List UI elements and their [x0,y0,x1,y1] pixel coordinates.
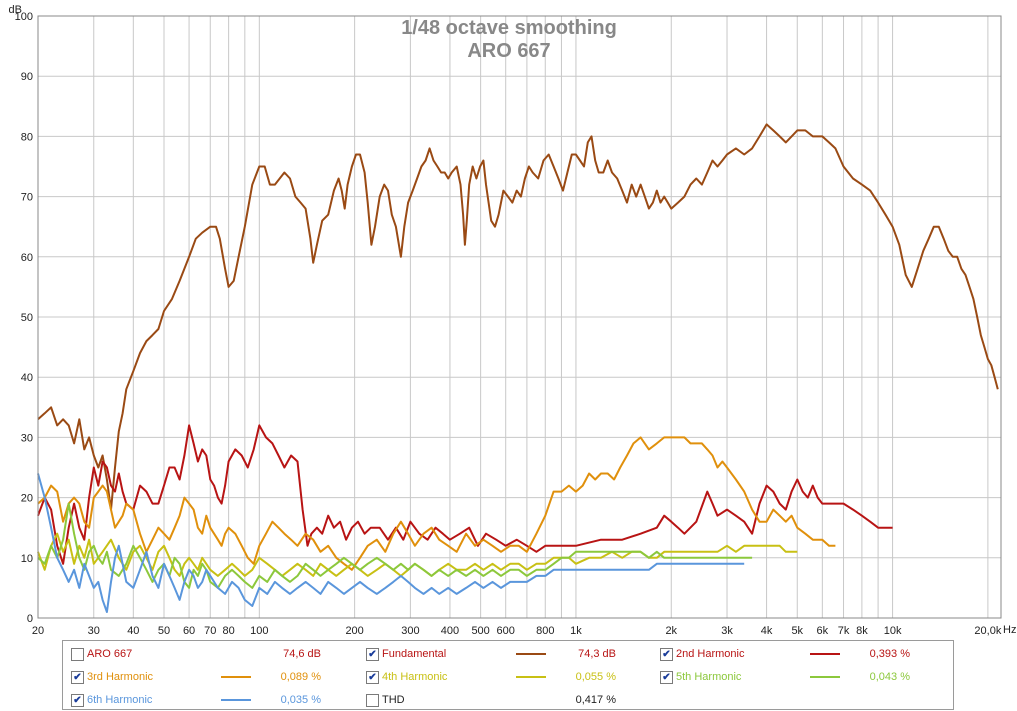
x-tick-label: 70 [204,625,216,637]
series-lines [37,123,999,613]
legend-checkbox[interactable] [71,648,84,661]
series-line-fundamental [37,123,999,511]
legend-label: 5th Harmonic [676,671,742,683]
legend-label: 4th Harmonic [382,671,448,683]
legend-label: ARO 667 [87,648,133,660]
y-tick-label: 40 [21,372,33,384]
legend-item: ARO 667 74,6 dB [71,644,356,664]
y-axis-unit: dB [9,4,22,16]
legend-value: 0,043 % [869,671,910,683]
legend-item: ✔ 5th Harmonic 0,043 % [660,667,945,687]
legend-panel: ARO 667 74,6 dB ✔ Fundamental 74,3 dB ✔ 2nd Ha… [62,640,954,710]
x-tick-label: 30 [88,625,100,637]
x-tick-label: 400 [441,625,459,637]
legend-checkbox[interactable]: ✔ [366,671,379,684]
series-line-2nd-harmonic [37,424,893,565]
x-tick-label: 20,0k [974,625,1001,637]
y-tick-label: 20 [21,493,33,505]
axis-ticks: 0 10 20 30 40 50 60 70 80 90 100 20 30 40 50 60 70 80 100 2… [15,11,1002,637]
x-tick-label: 8k [856,625,868,637]
legend-value: 0,035 % [280,694,321,706]
x-tick-label: 2k [665,625,677,637]
legend-checkbox[interactable] [366,694,379,707]
legend-swatch [516,653,546,655]
x-tick-label: 7k [838,625,850,637]
x-tick-label: 60 [183,625,195,637]
legend-label: Fundamental [382,648,447,660]
legend-label: 3rd Harmonic [87,671,154,683]
legend-label: THD [382,694,405,706]
legend-checkbox[interactable]: ✔ [71,694,84,707]
x-tick-label: 300 [401,625,419,637]
x-axis-unit: Hz [1003,624,1016,636]
legend-value: 0,393 % [869,648,910,660]
legend-label: 6th Harmonic [87,694,153,706]
x-tick-label: 800 [536,625,554,637]
legend-item: THD 0,417 % [366,690,651,710]
legend-value: 0,055 % [575,671,616,683]
legend-value: 0,089 % [280,671,321,683]
series-line-3rd-harmonic [37,436,836,571]
legend-checkbox[interactable]: ✔ [366,648,379,661]
y-tick-label: 70 [21,192,33,204]
y-tick-label: 100 [15,11,33,23]
chart-subtitle: ARO 667 [467,40,550,62]
legend-value: 74,6 dB [283,648,321,660]
x-tick-label: 10k [884,625,902,637]
legend-value: 74,3 dB [578,648,616,660]
series-line-5th-harmonic [37,502,753,589]
legend-item: ✔ 3rd Harmonic 0,089 % [71,667,356,687]
y-tick-label: 60 [21,252,33,264]
y-tick-label: 80 [21,131,33,143]
legend-checkbox[interactable]: ✔ [660,671,673,684]
legend-item: ✔ Fundamental 74,3 dB [366,644,651,664]
x-tick-label: 40 [127,625,139,637]
series-line-6th-harmonic [37,473,745,613]
legend-row: ARO 667 74,6 dB ✔ Fundamental 74,3 dB ✔ 2nd Ha… [63,644,953,664]
x-tick-label: 4k [761,625,773,637]
x-tick-label: 20 [32,625,44,637]
x-tick-label: 3k [721,625,733,637]
x-tick-label: 1k [570,625,582,637]
legend-item: ✔ 4th Harmonic 0,055 % [366,667,651,687]
legend-row: ✔ 6th Harmonic 0,035 % THD 0,417 % [63,690,953,710]
y-tick-label: 30 [21,432,33,444]
legend-swatch [810,676,840,678]
chart-title: 1/48 octave smoothing [401,17,617,39]
x-tick-label: 80 [223,625,235,637]
x-tick-label: 50 [158,625,170,637]
x-tick-label: 500 [471,625,489,637]
x-tick-label: 100 [250,625,268,637]
y-tick-label: 90 [21,71,33,83]
legend-item: ✔ 6th Harmonic 0,035 % [71,690,356,710]
legend-swatch [810,653,840,655]
x-tick-label: 600 [497,625,515,637]
legend-label: 2nd Harmonic [676,648,745,660]
x-tick-label: 6k [817,625,829,637]
frequency-response-chart: 0 10 20 30 40 50 60 70 80 90 100 20 30 40 50 60 70 80 100 2… [9,4,1017,637]
x-tick-label: 200 [345,625,363,637]
legend-row: ✔ 3rd Harmonic 0,089 % ✔ 4th Harmonic 0,055 %… [63,667,953,687]
legend-swatch [516,676,546,678]
plot-frame [37,15,1002,619]
chart-grid [37,15,1001,619]
legend-checkbox[interactable]: ✔ [660,648,673,661]
y-tick-label: 50 [21,312,33,324]
legend-swatch [221,676,251,678]
x-tick-label: 5k [791,625,803,637]
legend-item: ✔ 2nd Harmonic 0,393 % [660,644,945,664]
y-tick-label: 0 [27,613,33,625]
legend-checkbox[interactable]: ✔ [71,671,84,684]
legend-value: 0,417 % [575,694,616,706]
legend-swatch [221,699,251,701]
y-tick-label: 10 [21,553,33,565]
